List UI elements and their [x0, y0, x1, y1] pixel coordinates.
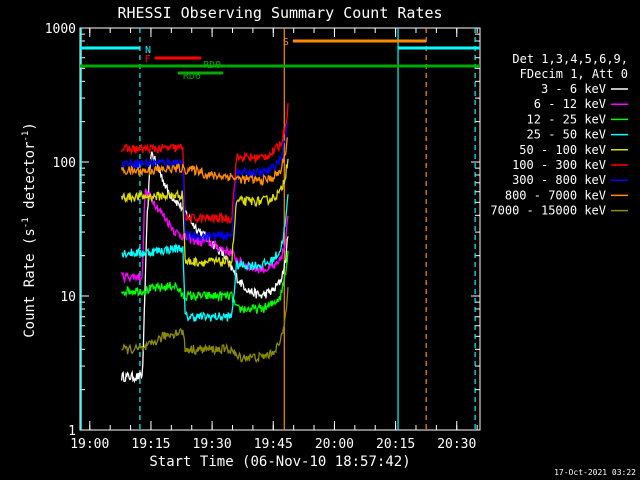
- legend-label: 6 - 12 keV: [534, 97, 606, 111]
- legend-label: 25 - 50 keV: [527, 128, 606, 142]
- legend-header-2: FDecim 1, Att 0: [520, 67, 628, 81]
- annotation-label-n: N: [145, 45, 151, 56]
- annotation-label-rd0: RD0: [203, 60, 221, 71]
- legend-label: 3 - 6 keV: [541, 82, 606, 96]
- legend-label: 12 - 25 keV: [527, 112, 606, 126]
- footer-date: 17-Oct-2021 03:22: [554, 468, 636, 477]
- x-tick-label: 19:30: [193, 437, 232, 452]
- series-line-6: [121, 122, 289, 242]
- x-axis: 19:00 19:15 19:30 19:45 20:00 20:15 20:30: [70, 28, 478, 452]
- series-line-3: [121, 194, 289, 322]
- annotation-label-s: S: [283, 37, 289, 48]
- series-line-8: [121, 287, 289, 364]
- x-tick-label: 19:45: [254, 437, 293, 452]
- annotation-label-f: F: [145, 54, 151, 65]
- x-tick-label: 20:30: [437, 437, 476, 452]
- annotation-label-rd6: RD6: [183, 71, 201, 82]
- x-tick-label: 20:00: [315, 437, 354, 452]
- x-axis-label: Start Time (06-Nov-10 18:57:42): [149, 454, 410, 470]
- legend-header-1: Det 1,3,4,5,6,9,: [512, 52, 628, 66]
- legend-label: 7000 - 15000 keV: [490, 204, 606, 218]
- series-line-0: [120, 151, 289, 384]
- legend-label: 50 - 100 keV: [519, 143, 606, 157]
- x-tick-label: 19:00: [70, 437, 109, 452]
- plot-frame: [79, 27, 481, 431]
- legend: Det 1,3,4,5,6,9,FDecim 1, Att 03 - 6 keV…: [490, 52, 628, 218]
- y-tick-label: 1: [68, 424, 76, 439]
- series-group: [120, 103, 289, 384]
- y-tick-label: 1000: [45, 22, 76, 37]
- y-tick-label: 100: [53, 156, 76, 171]
- series-line-4: [120, 158, 289, 269]
- plot-border: [79, 27, 481, 431]
- y-axis: 1 10 100 1000: [45, 22, 480, 439]
- x-tick-label: 20:15: [376, 437, 415, 452]
- y-tick-label: 10: [60, 290, 76, 305]
- chart-title: RHESSI Observing Summary Count Rates: [117, 4, 442, 22]
- legend-label: 800 - 7000 keV: [505, 188, 606, 202]
- series-line-5: [120, 103, 289, 225]
- series-line-2: [121, 250, 289, 314]
- legend-label: 300 - 800 keV: [512, 173, 606, 187]
- y-axis-label: Count Rate (s-1 detector-1): [21, 122, 38, 338]
- series-line-7: [120, 137, 289, 187]
- x-tick-label: 19:15: [131, 437, 170, 452]
- legend-label: 100 - 300 keV: [512, 158, 606, 172]
